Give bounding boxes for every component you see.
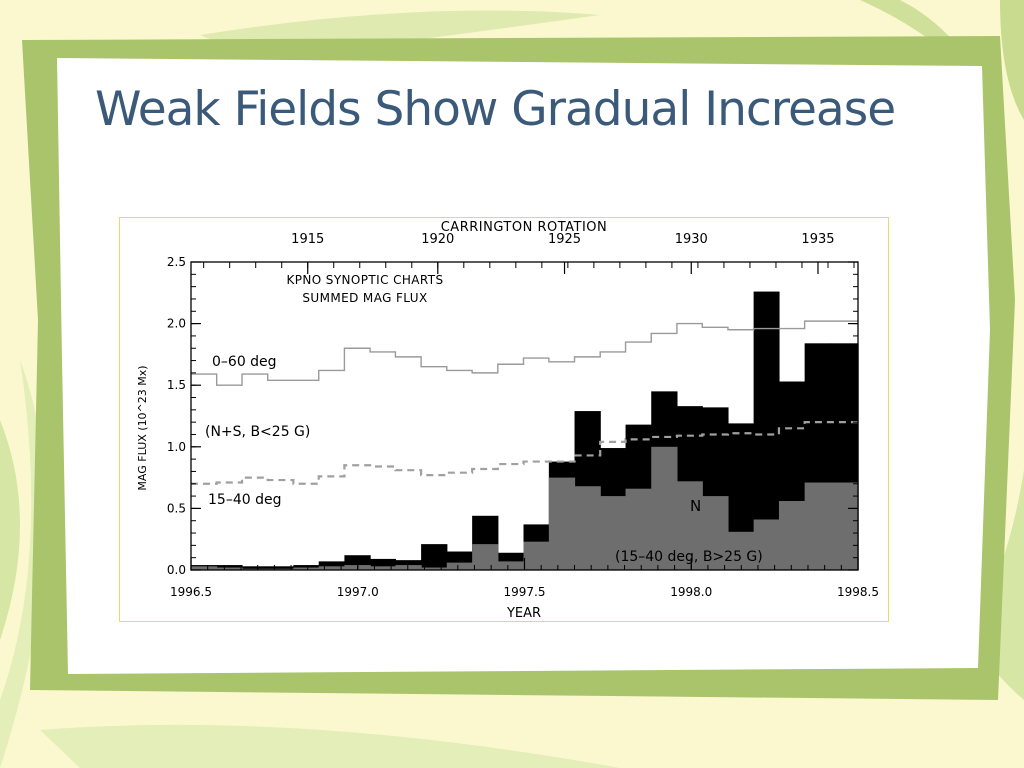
top-tick-label: 1920 (421, 232, 454, 247)
bar-n (625, 488, 652, 570)
decorative-leaf (0, 420, 20, 640)
bar-n (497, 561, 525, 570)
annotation-ns-bars: N+S (742, 471, 775, 489)
y-tick-label: 2.0 (167, 317, 186, 331)
y-tick-label: 1.5 (167, 378, 186, 392)
annotation-0-60-deg: 0–60 deg (212, 354, 277, 370)
bar-ns (421, 544, 448, 570)
bar-n (600, 496, 627, 570)
bar-n (651, 446, 678, 570)
bar-n (216, 567, 243, 570)
annotation-bottom: (15–40 deg, B>25 G) (615, 549, 763, 565)
chart-title: KPNO SYNOPTIC CHARTS (286, 273, 443, 287)
chart-container: 0.0 0.5 1.0 1.5 2.0 2.5 1996.5 1997.0 1997.5 1998… (119, 217, 889, 622)
bar-n (472, 544, 499, 570)
top-axis-label: CARRINGTON ROTATION (441, 220, 608, 235)
n-bars (191, 446, 859, 570)
y-tick-label: 0.0 (167, 563, 186, 577)
x-axis-label: YEAR (506, 606, 541, 621)
annotation-15-40-deg: 15–40 deg (208, 492, 281, 508)
bar-n (574, 486, 601, 570)
axes: 0.0 0.5 1.0 1.5 2.0 2.5 1996.5 1997.0 1997.5 1998… (167, 232, 879, 599)
y-axis-label: MAG FLUX (10^23 Mx) (136, 365, 149, 490)
top-tick-label: 1925 (548, 232, 581, 247)
bar-n (395, 565, 422, 570)
slide-title: Weak Fields Show Gradual Increase (95, 82, 896, 137)
bar-n (191, 566, 218, 570)
bar-n (548, 477, 576, 570)
y-tick-label: 0.5 (167, 501, 186, 515)
x-tick-label: 1997.5 (504, 585, 546, 599)
top-tick-label: 1935 (801, 232, 834, 247)
series-lines (191, 320, 858, 485)
decorative-leaf (860, 0, 1000, 110)
top-tick-label: 1915 (291, 232, 324, 247)
top-tick-label: 1930 (675, 232, 708, 247)
bar-n (804, 482, 831, 570)
bar-n (421, 567, 448, 570)
y-tick-label: 2.5 (167, 255, 186, 269)
x-tick-label: 1997.0 (337, 585, 379, 599)
bar-n (753, 519, 780, 570)
chart-text: CARRINGTON ROTATION KPNO SYNOPTIC CHARTS… (136, 220, 775, 621)
decorative-leaf (40, 724, 620, 768)
bar-n (523, 541, 550, 570)
bar-n (727, 531, 755, 570)
bar-n (293, 567, 320, 570)
x-tick-label: 1998.5 (837, 585, 879, 599)
bar-n (702, 496, 729, 570)
bar-ns (242, 566, 269, 570)
bar-n (446, 562, 473, 570)
bar-n (318, 566, 346, 570)
x-tick-label: 1998.0 (670, 585, 712, 599)
annotation-ns-weak: (N+S, B<25 G) (205, 424, 310, 440)
flux-chart: 0.0 0.5 1.0 1.5 2.0 2.5 1996.5 1997.0 1997.5 1998… (136, 220, 879, 621)
annotation-n-bars: N (690, 497, 701, 515)
line-0-60-deg (191, 320, 858, 386)
bar-n (370, 566, 397, 570)
x-tick-label: 1996.5 (170, 585, 212, 599)
bar-ns (370, 558, 397, 570)
bar-ns (267, 566, 294, 570)
bar-n (778, 501, 806, 570)
bar-ns (318, 561, 346, 570)
decorative-leaf (1000, 0, 1024, 120)
line-15-40-deg (191, 421, 858, 485)
bar-n (676, 481, 703, 570)
decorative-leaf (0, 360, 46, 768)
chart-subtitle: SUMMED MAG FLUX (302, 291, 427, 305)
y-tick-label: 1.0 (167, 440, 186, 454)
bar-n (830, 482, 859, 570)
